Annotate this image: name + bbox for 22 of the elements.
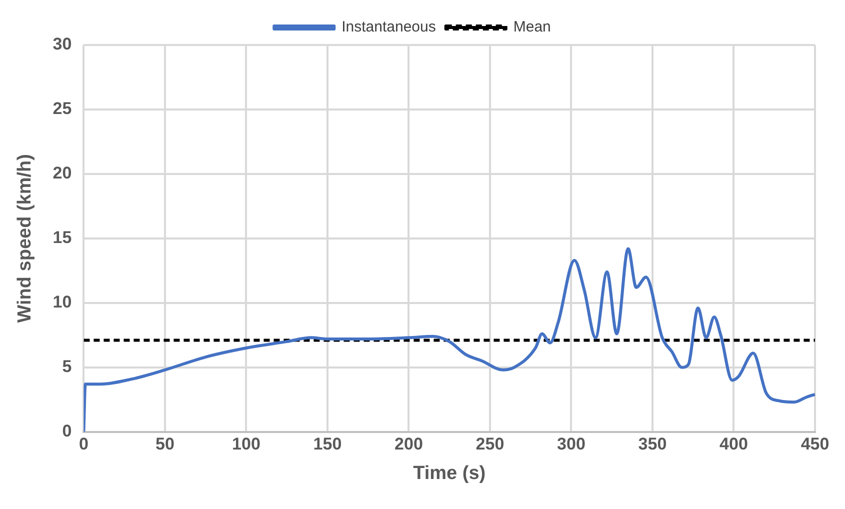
x-tick-label: 100	[232, 434, 260, 454]
x-tick-label: 250	[476, 434, 504, 454]
y-tick-label: 20	[52, 164, 72, 183]
x-tick-label: 450	[800, 434, 830, 454]
x-tick-label: 200	[394, 434, 423, 454]
legend-label: Mean	[513, 18, 551, 36]
y-tick-label: 15	[52, 228, 72, 248]
y-tick-label: 25	[52, 99, 72, 118]
y-tick-label: 5	[62, 357, 72, 376]
x-axis-title: Time (s)	[413, 462, 486, 484]
x-tick-label: 150	[313, 434, 342, 454]
x-tick-label: 350	[638, 434, 667, 454]
y-tick-label: 10	[52, 292, 72, 312]
line-series	[84, 247, 815, 432]
x-tick-label: 0	[78, 434, 88, 454]
y-tick-label: 0	[62, 421, 72, 440]
x-tick-label: 400	[720, 434, 748, 454]
y-tick-label: 30	[52, 34, 72, 54]
legend-label: Instantaneous	[342, 18, 436, 36]
x-tick-label: 300	[557, 434, 586, 454]
x-tick-label: 50	[156, 434, 174, 454]
y-axis-title: Wind speed (km/h)	[14, 154, 36, 323]
